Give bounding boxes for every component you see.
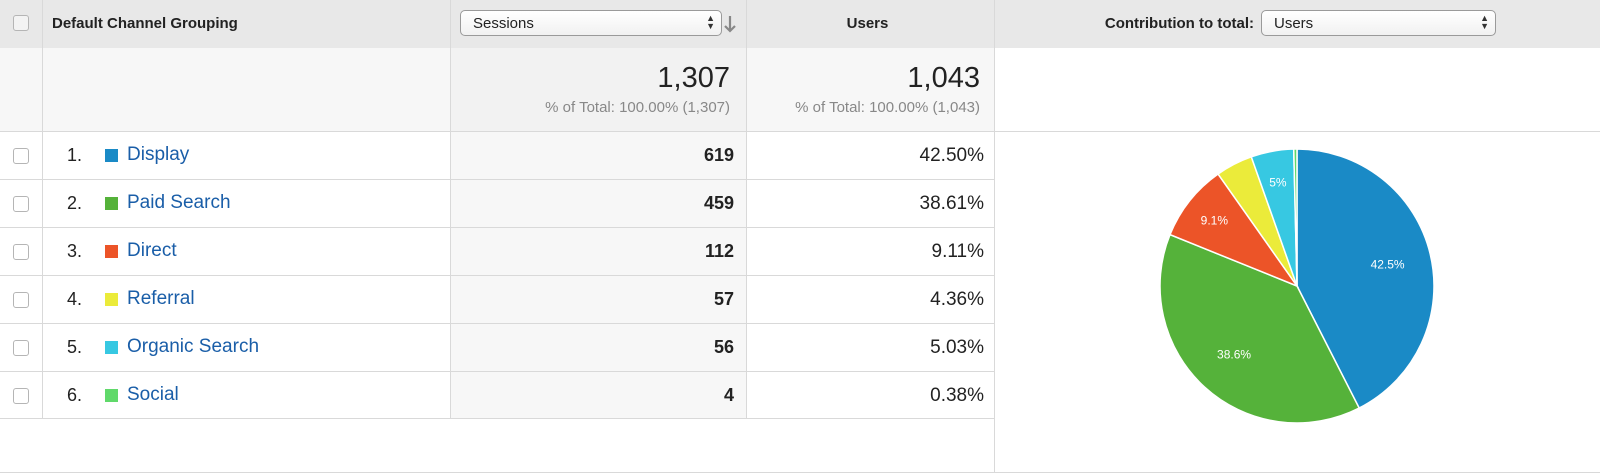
- color-swatch: [105, 293, 118, 306]
- pie-slice-display[interactable]: [1296, 148, 1435, 410]
- pie-slice-label: 38.6%: [1217, 348, 1251, 362]
- color-swatch: [105, 389, 118, 402]
- sessions-total-bg: [450, 48, 746, 132]
- select-arrows-icon: ▲ ▼: [1480, 13, 1489, 31]
- sort-desc-icon[interactable]: [722, 13, 738, 35]
- dimension-header[interactable]: Default Channel Grouping: [52, 15, 238, 32]
- sessions-value: 4: [723, 385, 734, 405]
- select-all-checkbox[interactable]: [13, 15, 29, 31]
- row-link-display[interactable]: Display: [127, 144, 190, 165]
- divider: [0, 179, 995, 180]
- sessions-value: 619: [703, 145, 734, 165]
- sessions-value: 57: [713, 289, 734, 309]
- row-link-social[interactable]: Social: [127, 384, 179, 405]
- color-swatch: [105, 149, 118, 162]
- color-swatch: [105, 245, 118, 258]
- row-checkbox[interactable]: [13, 148, 29, 164]
- select-arrows-icon: ▲ ▼: [706, 13, 715, 31]
- divider: [0, 227, 995, 228]
- color-swatch: [105, 197, 118, 210]
- sessions-total-pct: % of Total: 100.00% (1,307): [545, 99, 730, 116]
- sessions-value: 459: [703, 193, 734, 213]
- color-swatch: [105, 341, 118, 354]
- row-index: 3.: [67, 241, 83, 261]
- divider: [450, 0, 451, 419]
- users-value: 9.11%: [931, 241, 984, 262]
- metric-select-value: Sessions: [473, 15, 534, 32]
- users-header[interactable]: Users: [846, 15, 889, 32]
- divider: [994, 0, 995, 473]
- row-checkbox[interactable]: [13, 340, 29, 356]
- divider: [995, 131, 1600, 132]
- contribution-pie-chart: 42.5% 38.6% 9.1% 5%: [1159, 148, 1435, 424]
- users-value: 5.03%: [930, 337, 984, 358]
- users-total: 1,043: [907, 62, 980, 94]
- row-checkbox[interactable]: [13, 196, 29, 212]
- divider: [0, 418, 995, 419]
- pie-slice-label: 42.5%: [1371, 257, 1405, 271]
- row-index: 2.: [67, 193, 83, 213]
- row-index: 1.: [67, 145, 83, 165]
- divider: [746, 0, 747, 419]
- row-checkbox[interactable]: [13, 388, 29, 404]
- row-link-organic-search[interactable]: Organic Search: [127, 336, 260, 357]
- divider: [0, 131, 995, 132]
- divider: [42, 0, 43, 419]
- row-index: 6.: [67, 385, 83, 405]
- divider: [0, 371, 995, 372]
- pie-slice-paid-search[interactable]: [1159, 233, 1361, 424]
- users-total-pct: % of Total: 100.00% (1,043): [795, 99, 980, 116]
- contribution-select[interactable]: Users ▲ ▼: [1261, 10, 1496, 36]
- row-index: 4.: [67, 289, 83, 309]
- row-link-paid-search[interactable]: Paid Search: [127, 192, 231, 213]
- row-index: 5.: [67, 337, 83, 357]
- users-value: 38.61%: [919, 193, 984, 214]
- row-checkbox[interactable]: [13, 292, 29, 308]
- divider: [0, 323, 995, 324]
- sessions-value: 112: [704, 241, 734, 261]
- contribution-select-value: Users: [1274, 15, 1314, 32]
- sessions-total: 1,307: [657, 62, 730, 94]
- row-link-referral[interactable]: Referral: [127, 288, 195, 309]
- row-checkbox[interactable]: [13, 244, 29, 260]
- users-value: 42.50%: [919, 145, 984, 166]
- sessions-value: 56: [713, 337, 734, 357]
- row-link-direct[interactable]: Direct: [127, 240, 177, 261]
- users-value: 4.36%: [930, 289, 984, 310]
- users-value: 0.38%: [930, 385, 984, 406]
- pie-slice-label: 5%: [1269, 175, 1287, 189]
- pie-slice-label: 9.1%: [1201, 213, 1229, 227]
- metric-select[interactable]: Sessions ▲ ▼: [460, 10, 722, 36]
- pie-slice-direct[interactable]: [1169, 172, 1300, 288]
- divider: [0, 275, 995, 276]
- contribution-label: Contribution to total:: [1104, 15, 1254, 32]
- pie-slice-social[interactable]: [1292, 148, 1298, 287]
